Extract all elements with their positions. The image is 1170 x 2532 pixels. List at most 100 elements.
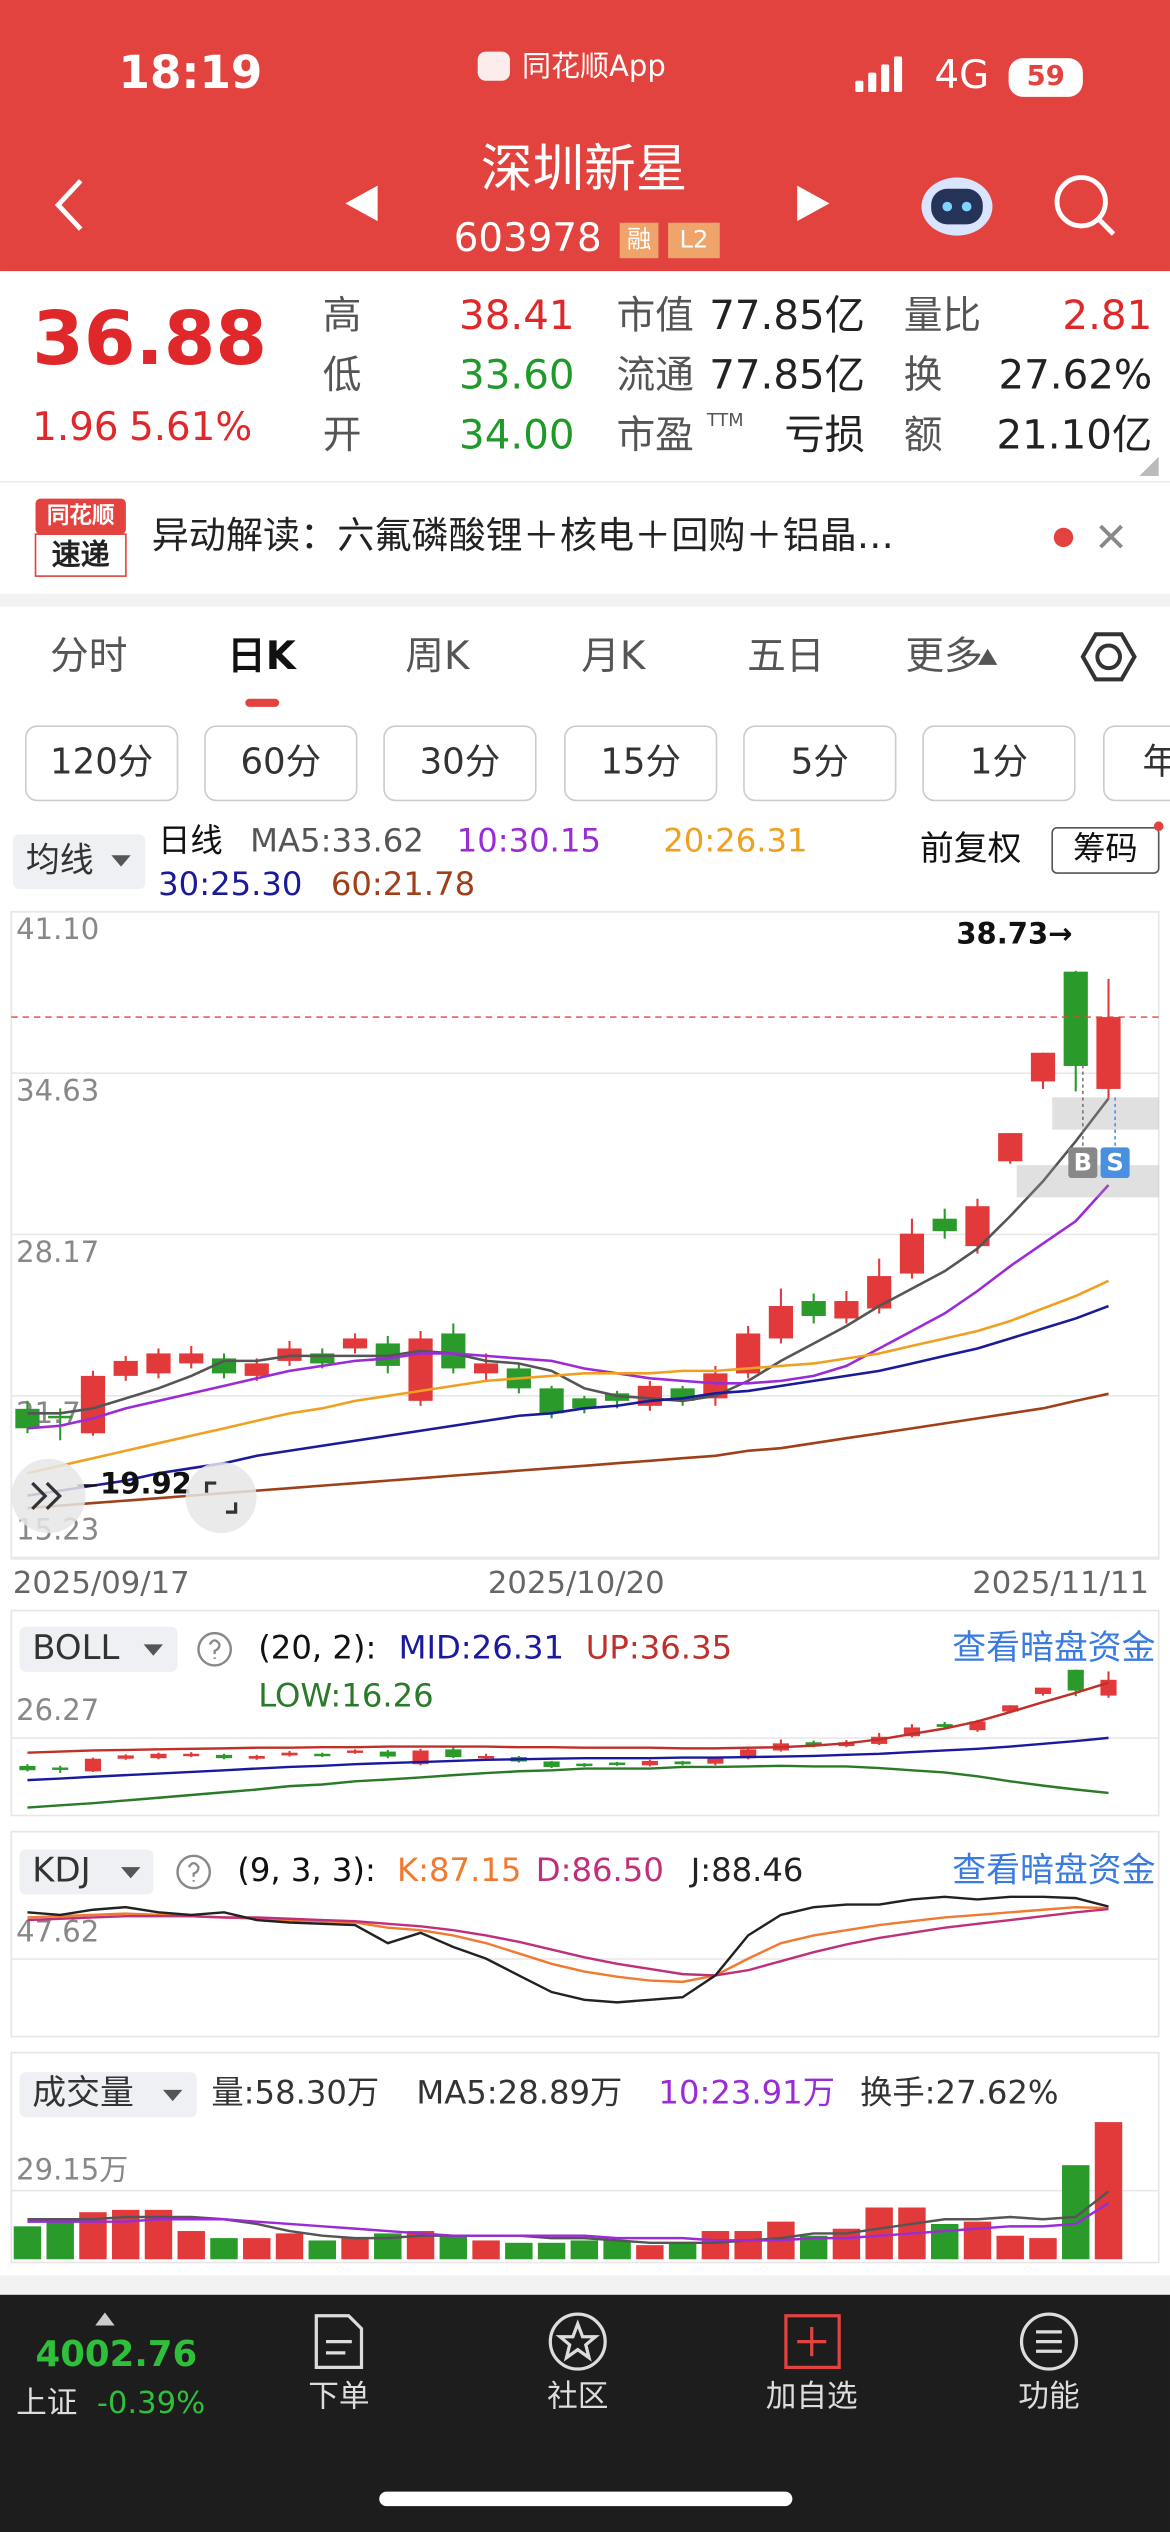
home-indicator [379,2491,793,2507]
price-change: 1.96 [32,405,118,450]
indicator-select[interactable] [19,2072,197,2118]
boll-candle-body [215,1754,233,1759]
volume-bar [570,2240,599,2260]
news-text[interactable]: 异动解读：六氟磷酸锂＋核电＋回购＋铝晶… [152,514,894,557]
legend-entry: LOW:16.26 [258,1677,433,1715]
search-icon[interactable] [1054,175,1116,236]
next-stock[interactable] [797,185,830,222]
trade-zone [1052,1097,1159,1130]
dark-pool-link[interactable]: 查看暗盘资金 [952,1850,1155,1889]
candle-body [473,1363,499,1374]
stat-sup: TTM [706,411,744,431]
app-icon [477,51,510,81]
indicator-select[interactable] [12,834,146,890]
robot-icon[interactable] [921,177,993,236]
minute-button[interactable] [383,725,537,802]
minute-label: 15分 [600,741,681,782]
stat-label: 市值 [616,293,693,338]
boll-candle-body [707,1758,724,1764]
volume-bar [472,2240,500,2260]
candle-body [768,1306,794,1339]
legend-entry: MA5:28.89万 [416,2074,622,2112]
chips-button[interactable] [1051,827,1160,874]
period-tab[interactable]: 周K [405,634,471,679]
help-icon[interactable] [176,1854,212,1890]
volume-bar [243,2238,271,2260]
boll-candle-body [936,1724,953,1727]
minute-button[interactable] [1103,725,1170,802]
minute-button[interactable] [564,725,718,802]
nav-item[interactable]: 下单 [308,2380,369,2415]
volume-bar [439,2235,468,2260]
settings-icon[interactable] [1080,632,1137,682]
volume-bar [13,2226,42,2260]
stat-value: 33.60 [459,352,574,399]
high-annotation: 38.73→ [956,916,1072,950]
prev-stock[interactable] [345,185,378,222]
volume-bar [701,2231,730,2260]
buy-label: B [1074,1149,1092,1177]
stat-value: 亏损 [784,411,865,458]
candle-body [998,1133,1023,1162]
minute-button[interactable] [204,725,358,802]
period-tab[interactable]: 五日 [747,634,824,679]
boll-candle-body [346,1750,364,1753]
volume-bar [865,2207,893,2260]
adjust-label[interactable]: 前复权 [920,829,1022,868]
boll-candle-body [183,1753,200,1757]
period-tab[interactable]: 日K [227,634,298,679]
candle-body [179,1353,204,1364]
candle-body [244,1363,269,1376]
stat-value: 27.62% [998,352,1152,399]
index-name: 上证 [16,2386,77,2421]
candle-body [867,1276,892,1309]
boll-candle-body [248,1755,265,1759]
news-badge [34,533,127,577]
stat-value: 38.41 [459,292,574,339]
divider [0,480,1170,483]
volume-frame [10,2051,1160,2264]
boll-candle-body [1002,1705,1019,1712]
indicator-name: KDJ [32,1850,90,1889]
candle-body [1063,971,1088,1066]
kdj-frame [10,1830,1160,2038]
chips-label[interactable]: 筹码 [1073,829,1138,867]
nav-item[interactable]: 社区 [547,2380,608,2415]
candle-body [899,1233,925,1274]
expand-button[interactable] [11,1458,86,1534]
indicator-select[interactable] [19,1849,154,1895]
back-button[interactable] [54,179,83,231]
volume-bar [210,2238,238,2260]
minute-button[interactable] [922,725,1076,802]
candle-body [1096,1017,1121,1089]
tab-indicator [245,698,280,707]
nav-item[interactable]: 功能 [1018,2380,1079,2415]
fullscreen-button[interactable] [185,1462,257,1534]
help-icon[interactable] [197,1631,232,1667]
sell-marker [1100,1147,1130,1179]
expand-icon [31,1481,63,1511]
nav-item[interactable]: 加自选 [766,2380,858,2415]
stat-label: 流通 [616,353,693,398]
minute-label: 1分 [970,741,1028,782]
period-tab[interactable]: 分时 [50,634,127,679]
minute-button[interactable] [743,725,897,802]
volume-bar [275,2233,304,2260]
volume-bar [799,2235,828,2260]
dark-pool-link[interactable]: 查看暗盘资金 [952,1628,1155,1667]
minute-button[interactable] [25,725,179,802]
boll-candle-body [674,1761,691,1765]
minute-label: 年 [1143,741,1170,782]
indicator-select[interactable] [19,1626,178,1672]
status-battery: 59 [1027,61,1065,92]
period-tab[interactable]: 月K [581,634,647,679]
close-button[interactable] [1099,524,1123,549]
candle-body [572,1398,597,1409]
minute-label: 120分 [50,741,153,782]
dropdown-arrow [121,1867,141,1879]
period-tab[interactable]: 更多 [905,634,982,679]
status-network: 4G [934,53,989,98]
boll-candle-body [84,1758,102,1772]
stat-label: 开 [323,413,362,458]
